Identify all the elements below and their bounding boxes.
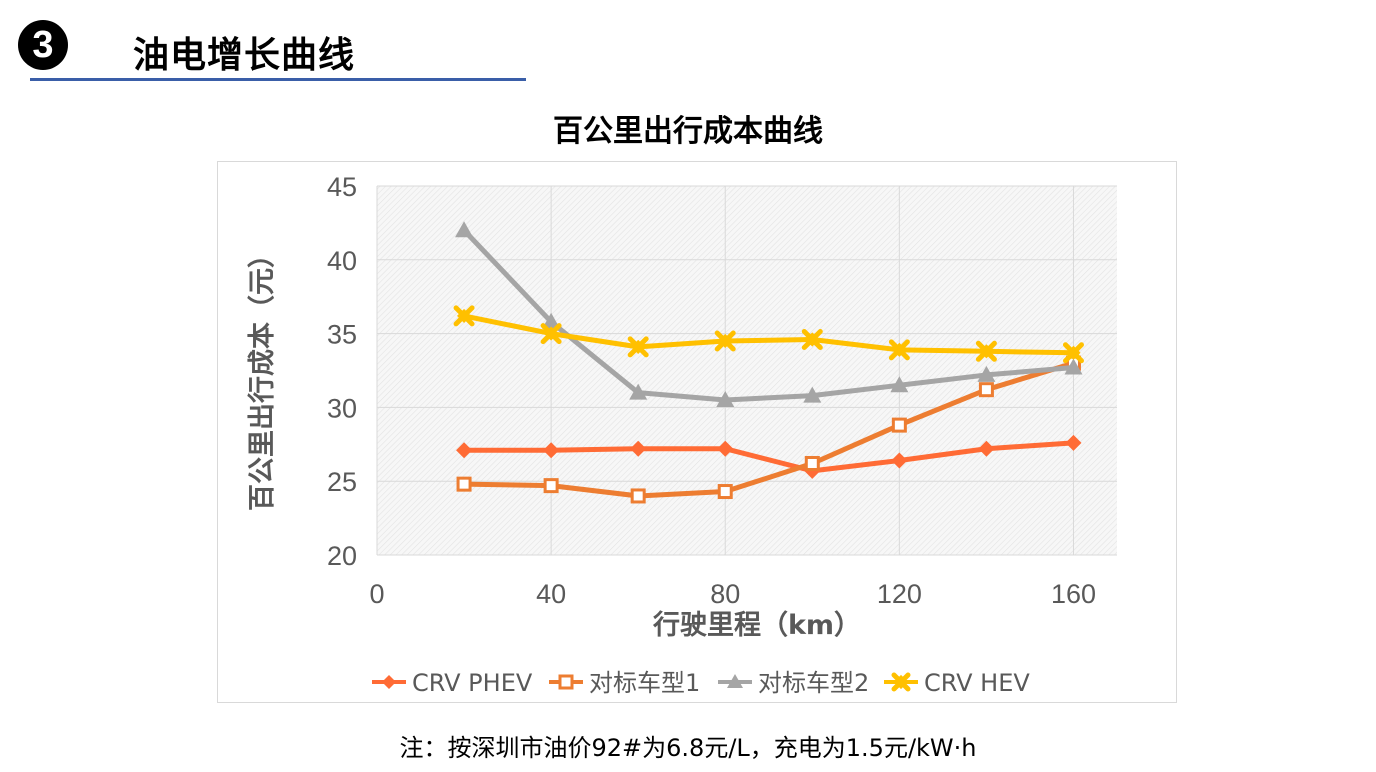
data-point bbox=[456, 476, 472, 492]
legend-item: 对标车型1 bbox=[549, 669, 700, 697]
data-point bbox=[627, 336, 649, 358]
data-point bbox=[891, 417, 907, 433]
y-tick-label: 20 bbox=[327, 541, 357, 571]
chart-title: 百公里出行成本曲线 bbox=[553, 114, 823, 149]
legend-item: CRV PHEV bbox=[372, 669, 533, 697]
x-tick-label: 0 bbox=[369, 579, 384, 609]
data-point bbox=[717, 484, 733, 500]
data-point bbox=[801, 329, 823, 351]
y-tick-label: 40 bbox=[327, 246, 357, 276]
data-point bbox=[978, 440, 995, 457]
data-point bbox=[888, 339, 910, 361]
plot-area bbox=[377, 186, 1117, 555]
data-point bbox=[456, 442, 473, 459]
legend-marker bbox=[727, 674, 743, 688]
data-point bbox=[540, 323, 562, 345]
legend-item: CRV HEV bbox=[884, 669, 1030, 697]
x-tick-label: 80 bbox=[710, 579, 740, 609]
data-point bbox=[716, 391, 735, 408]
series-4 bbox=[453, 305, 1084, 364]
data-point bbox=[1062, 342, 1084, 364]
y-tick-label: 30 bbox=[327, 393, 357, 423]
data-point bbox=[977, 365, 996, 382]
legend-item: 对标车型2 bbox=[718, 669, 869, 697]
data-point bbox=[455, 221, 474, 238]
legend-marker bbox=[382, 675, 396, 689]
series-line bbox=[463, 313, 1074, 356]
series-line bbox=[464, 360, 1075, 499]
title-underline bbox=[30, 78, 526, 81]
data-point bbox=[717, 440, 734, 457]
x-axis-label: 行驶里程（km） bbox=[652, 609, 861, 641]
data-point bbox=[1064, 358, 1083, 375]
data-point bbox=[890, 376, 909, 393]
legend-marker bbox=[891, 672, 911, 692]
data-point bbox=[803, 386, 822, 403]
data-point bbox=[978, 382, 994, 398]
data-point bbox=[543, 442, 560, 459]
y-tick-label: 35 bbox=[327, 320, 357, 350]
data-point bbox=[453, 305, 475, 327]
legend-label: CRV PHEV bbox=[412, 669, 533, 697]
data-point bbox=[975, 340, 997, 362]
series-1 bbox=[456, 434, 1082, 479]
data-point bbox=[804, 455, 820, 471]
data-point bbox=[630, 488, 646, 504]
y-axis-label: 百公里出行成本（元） bbox=[246, 241, 278, 511]
x-tick-label: 120 bbox=[877, 579, 922, 609]
data-point bbox=[630, 440, 647, 457]
data-point bbox=[714, 330, 736, 352]
x-tick-label: 160 bbox=[1051, 579, 1096, 609]
section-title: 油电增长曲线 bbox=[133, 35, 356, 76]
series-line bbox=[464, 440, 1074, 474]
data-point bbox=[629, 383, 648, 400]
legend-label: CRV HEV bbox=[924, 669, 1030, 697]
x-tick-label: 40 bbox=[536, 579, 566, 609]
footnote: 注：按深圳市油价92#为6.8元/L，充电为1.5元/kW·h bbox=[399, 734, 977, 762]
legend-label: 对标车型2 bbox=[758, 669, 869, 697]
section-number-badge: 3 bbox=[18, 20, 68, 70]
y-tick-label: 25 bbox=[327, 467, 357, 497]
data-point bbox=[542, 312, 561, 329]
legend-label: 对标车型1 bbox=[589, 669, 700, 697]
data-point bbox=[543, 478, 559, 494]
data-point bbox=[891, 452, 908, 469]
y-tick-label: 45 bbox=[327, 172, 357, 202]
legend-marker bbox=[558, 674, 574, 690]
data-point bbox=[1065, 434, 1082, 451]
